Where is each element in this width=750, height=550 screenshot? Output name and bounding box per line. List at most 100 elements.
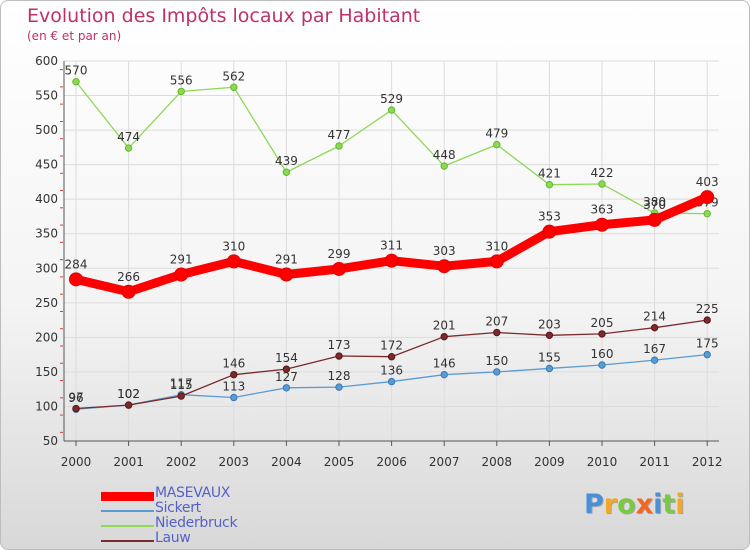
data-label: 529: [380, 92, 403, 106]
data-label: 303: [433, 244, 456, 258]
y-tick-label: 550: [35, 89, 58, 103]
chart-subtitle: (en € et par an): [27, 29, 122, 43]
data-label: 175: [696, 337, 719, 351]
data-point: [545, 180, 554, 189]
data-point: [387, 377, 396, 386]
data-label: 150: [485, 354, 508, 368]
data-label: 155: [538, 350, 561, 364]
data-point: [226, 254, 241, 269]
data-label: 380: [643, 195, 666, 209]
data-label: 477: [328, 128, 351, 142]
y-tick-label: 350: [35, 227, 58, 241]
data-label: 136: [380, 364, 403, 378]
legend-swatch: [101, 491, 154, 501]
data-label: 291: [275, 252, 298, 266]
data-point: [230, 370, 238, 379]
data-label: 173: [328, 338, 351, 352]
data-label: 479: [485, 127, 508, 141]
x-tick-label: 2007: [429, 455, 460, 469]
data-point: [121, 284, 136, 299]
x-tick-label: 2006: [376, 455, 407, 469]
data-label: 284: [65, 257, 88, 271]
data-point: [598, 180, 606, 188]
data-label: 225: [696, 302, 719, 316]
x-tick-label: 2010: [587, 455, 618, 469]
data-label: 556: [170, 73, 193, 87]
legend-swatch: [101, 540, 154, 542]
data-label: 201: [433, 319, 456, 333]
data-label: 127: [275, 370, 298, 384]
data-label: 128: [328, 369, 351, 383]
data-label: 311: [380, 239, 403, 253]
y-tick-label: 150: [35, 365, 58, 379]
data-point: [440, 162, 448, 170]
data-label: 448: [433, 148, 456, 162]
data-point: [545, 364, 554, 373]
data-point: [384, 253, 399, 268]
data-point: [598, 361, 606, 369]
data-label: 167: [643, 342, 666, 356]
data-point: [72, 404, 80, 413]
data-point: [437, 259, 452, 274]
data-label: 291: [170, 252, 193, 266]
data-point: [440, 370, 448, 379]
x-tick-label: 2011: [639, 455, 670, 469]
x-tick-label: 2005: [324, 455, 355, 469]
data-point: [650, 323, 659, 332]
data-point: [493, 328, 501, 337]
x-tick-label: 2008: [482, 455, 513, 469]
data-point: [542, 224, 557, 239]
legend-swatch: [101, 510, 154, 512]
data-point: [493, 140, 501, 149]
data-point: [332, 261, 346, 276]
data-label: 96: [68, 391, 83, 405]
data-point: [493, 368, 501, 376]
data-point: [174, 267, 189, 282]
proxiti-logo: Proxiti: [584, 489, 685, 520]
data-point: [440, 332, 448, 341]
x-tick-label: 2003: [219, 455, 250, 469]
data-label: 214: [643, 310, 666, 324]
data-point: [703, 316, 711, 324]
x-tick-label: 2001: [113, 455, 144, 469]
data-label: 203: [538, 317, 561, 331]
data-label: 403: [696, 175, 719, 189]
data-point: [230, 83, 238, 91]
y-tick-label: 450: [35, 158, 58, 172]
data-label: 160: [591, 347, 614, 361]
data-point: [282, 384, 291, 392]
x-tick-label: 2012: [692, 455, 723, 469]
data-point: [703, 350, 711, 359]
data-point: [124, 144, 133, 152]
data-label: 439: [275, 154, 298, 168]
data-point: [177, 87, 185, 96]
data-label: 172: [380, 339, 403, 353]
legend-label: Niederbruck: [155, 515, 238, 531]
data-label: 570: [65, 64, 88, 78]
x-tick-label: 2009: [534, 455, 565, 469]
y-tick-label: 300: [35, 261, 58, 275]
chart-title: Evolution des Impôts locaux par Habitant: [27, 5, 421, 27]
data-label: 115: [170, 378, 193, 392]
data-point: [489, 254, 504, 269]
data-point: [703, 209, 711, 218]
data-label: 422: [591, 166, 614, 180]
data-label: 370: [643, 198, 666, 212]
data-point: [69, 272, 83, 287]
data-label: 207: [485, 315, 508, 329]
y-tick-label: 100: [35, 399, 58, 413]
legend-label: MASEVAUX: [155, 485, 231, 501]
data-label: 205: [591, 316, 614, 330]
y-tick-label: 250: [35, 296, 58, 310]
data-point: [72, 78, 80, 86]
data-label: 117: [170, 377, 193, 391]
y-tick-label: 400: [35, 192, 58, 206]
y-tick-label: 50: [43, 434, 58, 448]
x-tick-label: 2000: [61, 455, 92, 469]
data-label: 102: [117, 387, 140, 401]
data-point: [124, 401, 133, 409]
data-point: [545, 331, 554, 339]
y-tick-label: 600: [35, 54, 58, 68]
data-point: [595, 217, 609, 232]
